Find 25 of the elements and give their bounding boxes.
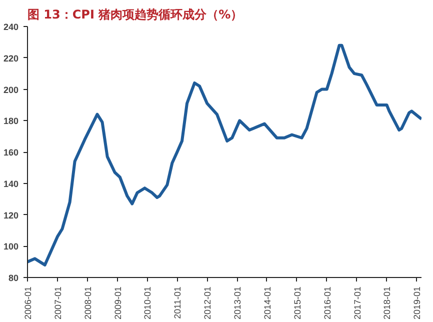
y-tick-label: 80 (8, 273, 19, 283)
x-tick-label: 2012-01 (202, 286, 213, 320)
x-tick-label: 2008-01 (82, 286, 93, 320)
y-tick-label: 100 (3, 242, 19, 252)
y-tick-label: 240 (3, 22, 19, 32)
x-tick-label: 2018-01 (382, 286, 392, 320)
chart-title: 图 13：CPI 猪肉项趋势循环成分（%） (28, 8, 243, 22)
y-tick-label: 120 (3, 210, 19, 220)
x-tick-label: 2006-01 (23, 286, 33, 320)
y-tick-label: 140 (3, 178, 19, 189)
y-tick-label: 180 (3, 116, 19, 126)
x-tick-label: 2010-01 (142, 286, 153, 320)
y-tick-label: 220 (3, 53, 19, 64)
y-tick-label: 160 (3, 148, 19, 158)
x-tick-label: 2007-01 (52, 286, 63, 320)
x-tick-label: 2013-01 (232, 286, 243, 320)
y-tick-label: 200 (3, 84, 19, 95)
x-tick-label: 2019-01 (412, 286, 422, 320)
x-tick-label: 2014-01 (262, 286, 272, 320)
line-series (28, 44, 422, 266)
x-tick-label: 2011-01 (172, 286, 183, 319)
x-tick-label: 2015-01 (292, 286, 302, 320)
x-tick-label: 2009-01 (112, 286, 123, 320)
x-tick-label: 2017-01 (352, 286, 362, 320)
x-tick-label: 2016-01 (322, 286, 332, 320)
